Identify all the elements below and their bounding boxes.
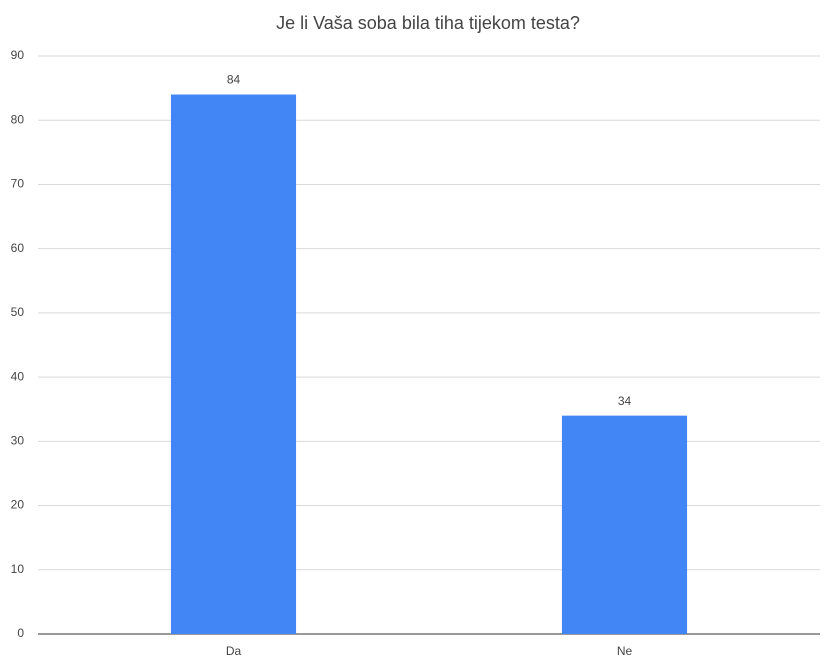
y-tick-label: 60: [11, 241, 25, 255]
y-tick-label: 90: [11, 48, 25, 62]
x-tick-label: Ne: [617, 644, 633, 657]
chart-title: Je li Vaša soba bila tiha tijekom testa?: [276, 13, 580, 33]
bar: [170, 94, 297, 635]
y-tick-label: 20: [11, 498, 25, 512]
y-tick-label: 10: [11, 562, 25, 576]
bar: [561, 415, 688, 634]
y-tick-label: 50: [11, 305, 25, 319]
x-tick-label: Da: [226, 644, 242, 657]
y-tick-label: 40: [11, 369, 25, 383]
y-tick-label: 0: [17, 626, 24, 640]
y-tick-label: 30: [11, 434, 25, 448]
value-label: 84: [227, 73, 241, 87]
y-tick-label: 80: [11, 112, 25, 126]
value-label: 34: [618, 394, 632, 408]
y-tick-label: 70: [11, 177, 25, 191]
